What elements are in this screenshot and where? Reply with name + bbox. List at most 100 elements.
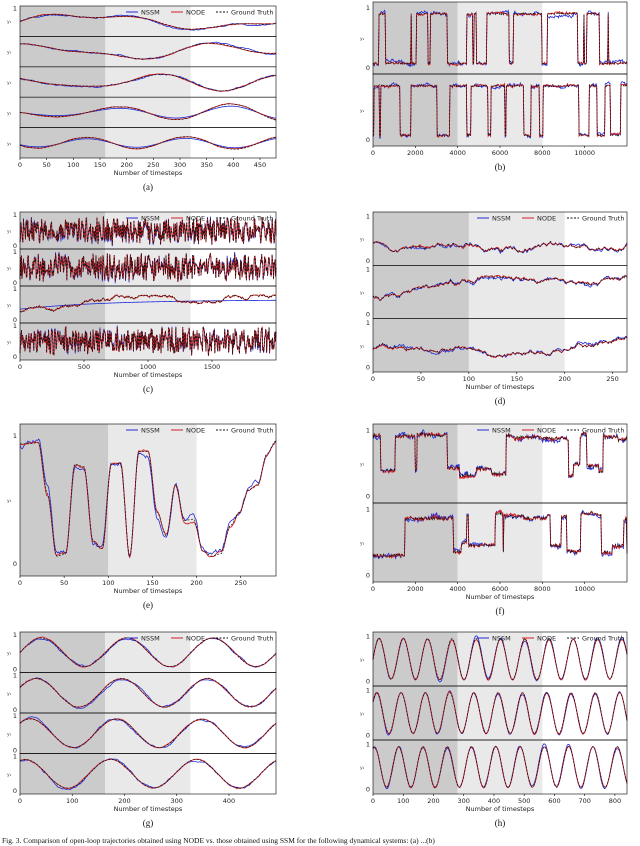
- ylabel-d-1: y₁: [360, 291, 365, 296]
- xtick-label-a-0: 0: [18, 161, 22, 169]
- xtick-label-e-50: 50: [60, 579, 68, 587]
- ylabel-h-1: y₁: [360, 712, 365, 717]
- xtick-label-d-200: 200: [558, 375, 570, 383]
- truth-line-f-0: [372, 431, 628, 478]
- xtick-label-a-100: 100: [67, 161, 79, 169]
- truth-line-c-3: [19, 326, 277, 356]
- truth-line-b-0: [372, 11, 628, 66]
- node-line-c-1: [19, 252, 277, 282]
- ylabel-a-0: y₁: [7, 20, 12, 25]
- ytick-label-d-2-1: 1: [366, 319, 370, 327]
- legend-label-nssm-h: NSSM: [492, 634, 511, 642]
- legend-label-truth-a: Ground Truth: [231, 8, 273, 16]
- panel-frame-d-2: [372, 318, 628, 373]
- ytick-label-a-0-1: 1: [13, 4, 17, 12]
- ytick-label-e-0-0: 0: [13, 560, 17, 568]
- truth-line-a-4: [19, 136, 277, 150]
- xtick-label-h-800: 800: [609, 797, 621, 805]
- truth-line-b-1: [372, 83, 628, 138]
- caption-f: (f): [496, 606, 505, 616]
- caption-d: (d): [495, 396, 506, 406]
- xtick-label-h-400: 400: [488, 797, 500, 805]
- node-line-b-0: [372, 10, 628, 67]
- truth-line-h-0: [372, 638, 628, 680]
- ylabel-a-4: y₁: [7, 142, 12, 147]
- ytick-label-d-1-1: 1: [366, 266, 370, 274]
- truth-line-a-3: [19, 103, 277, 121]
- subplot-f: 1 0 y₁ 1 0 y₁ 0 2000 4000 6000 8000 10000 Number of …: [360, 423, 628, 616]
- xtick-label-b-2000: 2000: [407, 149, 424, 157]
- legend-label-nssm-a: NSSM: [141, 8, 160, 16]
- nssm-line-c-2: [19, 299, 277, 310]
- ylabel-b-0: y₁: [360, 37, 365, 42]
- subplot-b: 1 0 y₁ 0 y₁ 0 2000 4000 6000 8000 10000 (b): [360, 1, 628, 172]
- truth-line-g-1: [19, 678, 277, 708]
- xtick-label-a-350: 350: [200, 161, 212, 169]
- truth-line-d-1: [372, 275, 628, 301]
- truth-line-d-2: [372, 336, 628, 358]
- xtick-label-g-100: 100: [66, 797, 78, 805]
- ytick-label-c-0-0: 0: [13, 242, 17, 250]
- ytick-label-h-1-1: 1: [366, 686, 370, 694]
- ylabel-c-0: y₁: [7, 230, 12, 235]
- caption-e: (e): [143, 600, 153, 610]
- ytick-label-c-2-0: 0: [13, 316, 17, 324]
- truth-line-g-0: [19, 637, 277, 667]
- ytick-label-g-1-0: 0: [13, 706, 17, 714]
- ytick-label-h-2-0: 0: [366, 786, 370, 794]
- ytick-label-c-3-0: 0: [13, 353, 17, 361]
- ylabel-h-0: y₁: [360, 658, 365, 663]
- truth-line-e-0: [20, 440, 277, 558]
- truth-line-f-1: [372, 511, 628, 559]
- truth-line-d-0: [372, 240, 628, 253]
- xlabel-c: Number of timesteps: [114, 371, 183, 379]
- xtick-label-a-450: 450: [254, 161, 266, 169]
- xtick-label-e-150: 150: [146, 579, 158, 587]
- train-region-e: [20, 424, 109, 576]
- truth-line-a-2: [19, 73, 277, 92]
- xtick-label-b-4000: 4000: [449, 149, 466, 157]
- legend-label-node-c: NODE: [186, 214, 205, 222]
- xtick-label-a-200: 200: [120, 161, 132, 169]
- truth-line-c-0: [19, 216, 277, 246]
- ytick-label-c-3-1: 1: [13, 322, 17, 330]
- ylabel-d-0: y₁: [360, 238, 365, 243]
- xlabel-e: Number of timesteps: [114, 587, 183, 595]
- xtick-label-h-600: 600: [548, 797, 560, 805]
- ytick-label-d-0-1: 1: [366, 212, 370, 220]
- xlabel-a: Number of timesteps: [114, 169, 183, 177]
- ylabel-h-2: y₁: [360, 766, 365, 771]
- xtick-label-b-10000: 10000: [574, 149, 595, 157]
- xlabel-d: Number of timesteps: [466, 383, 535, 391]
- xtick-label-g-0: 0: [18, 797, 22, 805]
- ytick-label-e-0-1: 1: [13, 432, 17, 440]
- legend-label-truth-e: Ground Truth: [231, 426, 273, 434]
- xtick-label-h-0: 0: [371, 797, 375, 805]
- legend-label-node-g: NODE: [186, 634, 205, 642]
- truth-line-a-1: [19, 42, 277, 60]
- ytick-label-d-0-0: 0: [366, 257, 370, 265]
- xtick-label-f-8000: 8000: [534, 585, 551, 593]
- truth-line-h-2: [372, 746, 628, 788]
- truth-line-a-0: [19, 14, 277, 30]
- ytick-label-h-2-1: 1: [366, 740, 370, 748]
- xtick-label-c-500: 500: [78, 363, 90, 371]
- ytick-label-g-0-1: 1: [13, 631, 17, 639]
- ylabel-c-2: y₁: [7, 304, 12, 309]
- ytick-label-g-1-1: 1: [13, 672, 17, 680]
- ytick-label-g-3-0: 0: [13, 787, 17, 795]
- xtick-label-a-50: 50: [43, 161, 51, 169]
- xlabel-h: Number of timesteps: [466, 805, 535, 813]
- xtick-label-h-200: 200: [427, 797, 439, 805]
- ytick-label-c-2-1: 1: [13, 285, 17, 293]
- nssm-line-g-0: [19, 637, 277, 668]
- legend-label-truth-d: Ground Truth: [582, 214, 624, 222]
- node-line-e-0: [19, 441, 277, 559]
- legend-label-nssm-g: NSSM: [141, 634, 160, 642]
- node-line-h-0: [372, 637, 628, 681]
- xtick-label-f-10000: 10000: [574, 585, 595, 593]
- ytick-label-c-1-0: 0: [13, 279, 17, 287]
